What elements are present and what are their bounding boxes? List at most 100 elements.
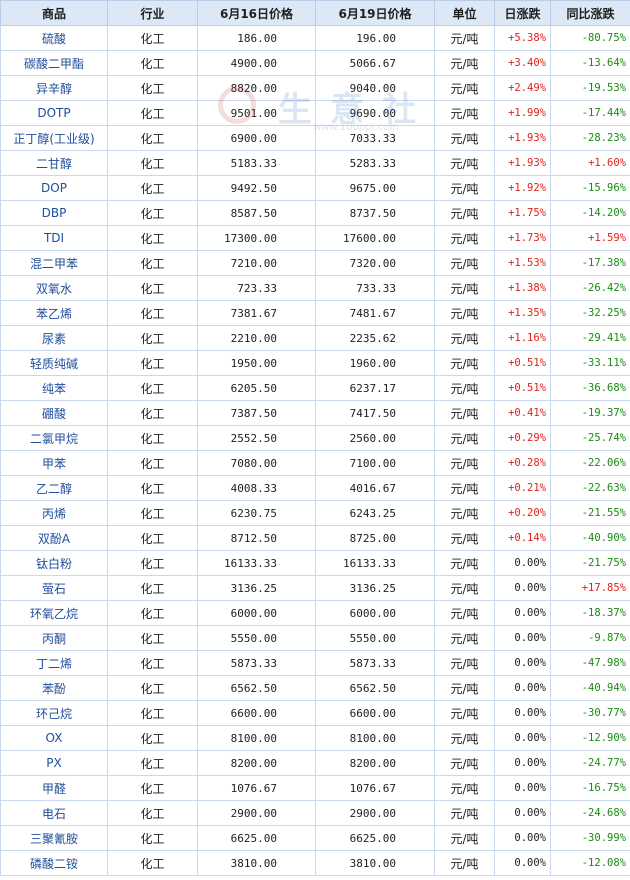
commodity-name-link[interactable]: PX bbox=[0, 750, 108, 776]
price-jun16-cell: 1950.00 bbox=[197, 350, 316, 376]
industry-cell: 化工 bbox=[107, 125, 198, 151]
industry-cell: 化工 bbox=[107, 300, 198, 326]
commodity-name-link[interactable]: DOTP bbox=[0, 100, 108, 126]
commodity-name-link[interactable]: 丙酮 bbox=[0, 625, 108, 651]
commodity-name-link[interactable]: 环己烷 bbox=[0, 700, 108, 726]
commodity-name-link[interactable]: 电石 bbox=[0, 800, 108, 826]
price-jun19-cell: 5873.33 bbox=[315, 650, 435, 676]
industry-cell: 化工 bbox=[107, 250, 198, 276]
commodity-name-link[interactable]: 磷酸二铵 bbox=[0, 850, 108, 876]
industry-cell: 化工 bbox=[107, 825, 198, 851]
price-jun16-cell: 4900.00 bbox=[197, 50, 316, 76]
price-jun16-cell: 8820.00 bbox=[197, 75, 316, 101]
commodity-name-link[interactable]: DBP bbox=[0, 200, 108, 226]
unit-cell: 元/吨 bbox=[434, 675, 495, 701]
header-daily-change[interactable]: 日涨跌 bbox=[494, 0, 551, 26]
industry-cell: 化工 bbox=[107, 575, 198, 601]
commodity-name-link[interactable]: 苯酚 bbox=[0, 675, 108, 701]
commodity-name-link[interactable]: 异辛醇 bbox=[0, 75, 108, 101]
commodity-name-link[interactable]: 甲苯 bbox=[0, 450, 108, 476]
daily-change-cell: 0.00% bbox=[494, 775, 551, 801]
price-jun16-cell: 3810.00 bbox=[197, 850, 316, 876]
commodity-name-link[interactable]: 三聚氰胺 bbox=[0, 825, 108, 851]
table-row: 轻质纯碱 化工 1950.00 1960.00 元/吨 +0.51% -33.11% bbox=[0, 350, 630, 376]
commodity-name-link[interactable]: 环氧乙烷 bbox=[0, 600, 108, 626]
price-jun16-cell: 9492.50 bbox=[197, 175, 316, 201]
header-commodity[interactable]: 商品 bbox=[0, 0, 108, 26]
table-row: 硫酸 化工 186.00 196.00 元/吨 +5.38% -80.75% bbox=[0, 25, 630, 51]
table-row: 双酚A 化工 8712.50 8725.00 元/吨 +0.14% -40.90% bbox=[0, 525, 630, 551]
commodity-name-link[interactable]: 硫酸 bbox=[0, 25, 108, 51]
commodity-name-link[interactable]: 二氯甲烷 bbox=[0, 425, 108, 451]
commodity-name-link[interactable]: 正丁醇(工业级) bbox=[0, 125, 108, 151]
commodity-name-link[interactable]: 轻质纯碱 bbox=[0, 350, 108, 376]
header-industry[interactable]: 行业 bbox=[107, 0, 198, 26]
table-row: DOP 化工 9492.50 9675.00 元/吨 +1.92% -15.96% bbox=[0, 175, 630, 201]
yoy-change-cell: -24.68% bbox=[550, 800, 630, 826]
price-jun19-cell: 2235.62 bbox=[315, 325, 435, 351]
commodity-name-link[interactable]: 混二甲苯 bbox=[0, 250, 108, 276]
price-jun19-cell: 5066.67 bbox=[315, 50, 435, 76]
industry-cell: 化工 bbox=[107, 800, 198, 826]
yoy-change-cell: -28.23% bbox=[550, 125, 630, 151]
daily-change-cell: +1.99% bbox=[494, 100, 551, 126]
commodity-name-link[interactable]: 丙烯 bbox=[0, 500, 108, 526]
unit-cell: 元/吨 bbox=[434, 575, 495, 601]
unit-cell: 元/吨 bbox=[434, 275, 495, 301]
commodity-name-link[interactable]: 甲醛 bbox=[0, 775, 108, 801]
daily-change-cell: 0.00% bbox=[494, 600, 551, 626]
daily-change-cell: +0.41% bbox=[494, 400, 551, 426]
table-row: 磷酸二铵 化工 3810.00 3810.00 元/吨 0.00% -12.08% bbox=[0, 850, 630, 876]
yoy-change-cell: -14.20% bbox=[550, 200, 630, 226]
commodity-name-link[interactable]: 二甘醇 bbox=[0, 150, 108, 176]
industry-cell: 化工 bbox=[107, 750, 198, 776]
commodity-name-link[interactable]: 双酚A bbox=[0, 525, 108, 551]
unit-cell: 元/吨 bbox=[434, 475, 495, 501]
yoy-change-cell: -15.96% bbox=[550, 175, 630, 201]
commodity-name-link[interactable]: 纯苯 bbox=[0, 375, 108, 401]
yoy-change-cell: -33.11% bbox=[550, 350, 630, 376]
industry-cell: 化工 bbox=[107, 50, 198, 76]
price-jun16-cell: 186.00 bbox=[197, 25, 316, 51]
unit-cell: 元/吨 bbox=[434, 800, 495, 826]
commodity-name-link[interactable]: 双氧水 bbox=[0, 275, 108, 301]
header-price-jun19[interactable]: 6月19日价格 bbox=[315, 0, 435, 26]
commodity-name-link[interactable]: TDI bbox=[0, 225, 108, 251]
price-jun16-cell: 8587.50 bbox=[197, 200, 316, 226]
price-jun16-cell: 2552.50 bbox=[197, 425, 316, 451]
price-jun16-cell: 3136.25 bbox=[197, 575, 316, 601]
table-row: 甲苯 化工 7080.00 7100.00 元/吨 +0.28% -22.06% bbox=[0, 450, 630, 476]
commodity-name-link[interactable]: 硼酸 bbox=[0, 400, 108, 426]
daily-change-cell: 0.00% bbox=[494, 850, 551, 876]
commodity-name-link[interactable]: 钛白粉 bbox=[0, 550, 108, 576]
commodity-name-link[interactable]: 尿素 bbox=[0, 325, 108, 351]
commodity-name-link[interactable]: 碳酸二甲酯 bbox=[0, 50, 108, 76]
commodity-name-link[interactable]: OX bbox=[0, 725, 108, 751]
industry-cell: 化工 bbox=[107, 25, 198, 51]
header-yoy-change[interactable]: 同比涨跌 bbox=[550, 0, 630, 26]
unit-cell: 元/吨 bbox=[434, 625, 495, 651]
daily-change-cell: +0.29% bbox=[494, 425, 551, 451]
commodity-name-link[interactable]: 苯乙烯 bbox=[0, 300, 108, 326]
yoy-change-cell: -22.06% bbox=[550, 450, 630, 476]
header-row: 商品 行业 6月16日价格 6月19日价格 单位 日涨跌 同比涨跌 bbox=[0, 0, 630, 26]
daily-change-cell: +0.21% bbox=[494, 475, 551, 501]
daily-change-cell: 0.00% bbox=[494, 675, 551, 701]
industry-cell: 化工 bbox=[107, 675, 198, 701]
industry-cell: 化工 bbox=[107, 550, 198, 576]
yoy-change-cell: -18.37% bbox=[550, 600, 630, 626]
price-jun19-cell: 3810.00 bbox=[315, 850, 435, 876]
price-jun19-cell: 7100.00 bbox=[315, 450, 435, 476]
commodity-name-link[interactable]: 乙二醇 bbox=[0, 475, 108, 501]
unit-cell: 元/吨 bbox=[434, 525, 495, 551]
industry-cell: 化工 bbox=[107, 175, 198, 201]
header-price-jun16[interactable]: 6月16日价格 bbox=[197, 0, 316, 26]
price-jun19-cell: 3136.25 bbox=[315, 575, 435, 601]
commodity-name-link[interactable]: DOP bbox=[0, 175, 108, 201]
price-jun16-cell: 17300.00 bbox=[197, 225, 316, 251]
commodity-name-link[interactable]: 萤石 bbox=[0, 575, 108, 601]
commodity-name-link[interactable]: 丁二烯 bbox=[0, 650, 108, 676]
header-unit[interactable]: 单位 bbox=[434, 0, 495, 26]
price-jun19-cell: 8725.00 bbox=[315, 525, 435, 551]
price-jun16-cell: 7080.00 bbox=[197, 450, 316, 476]
